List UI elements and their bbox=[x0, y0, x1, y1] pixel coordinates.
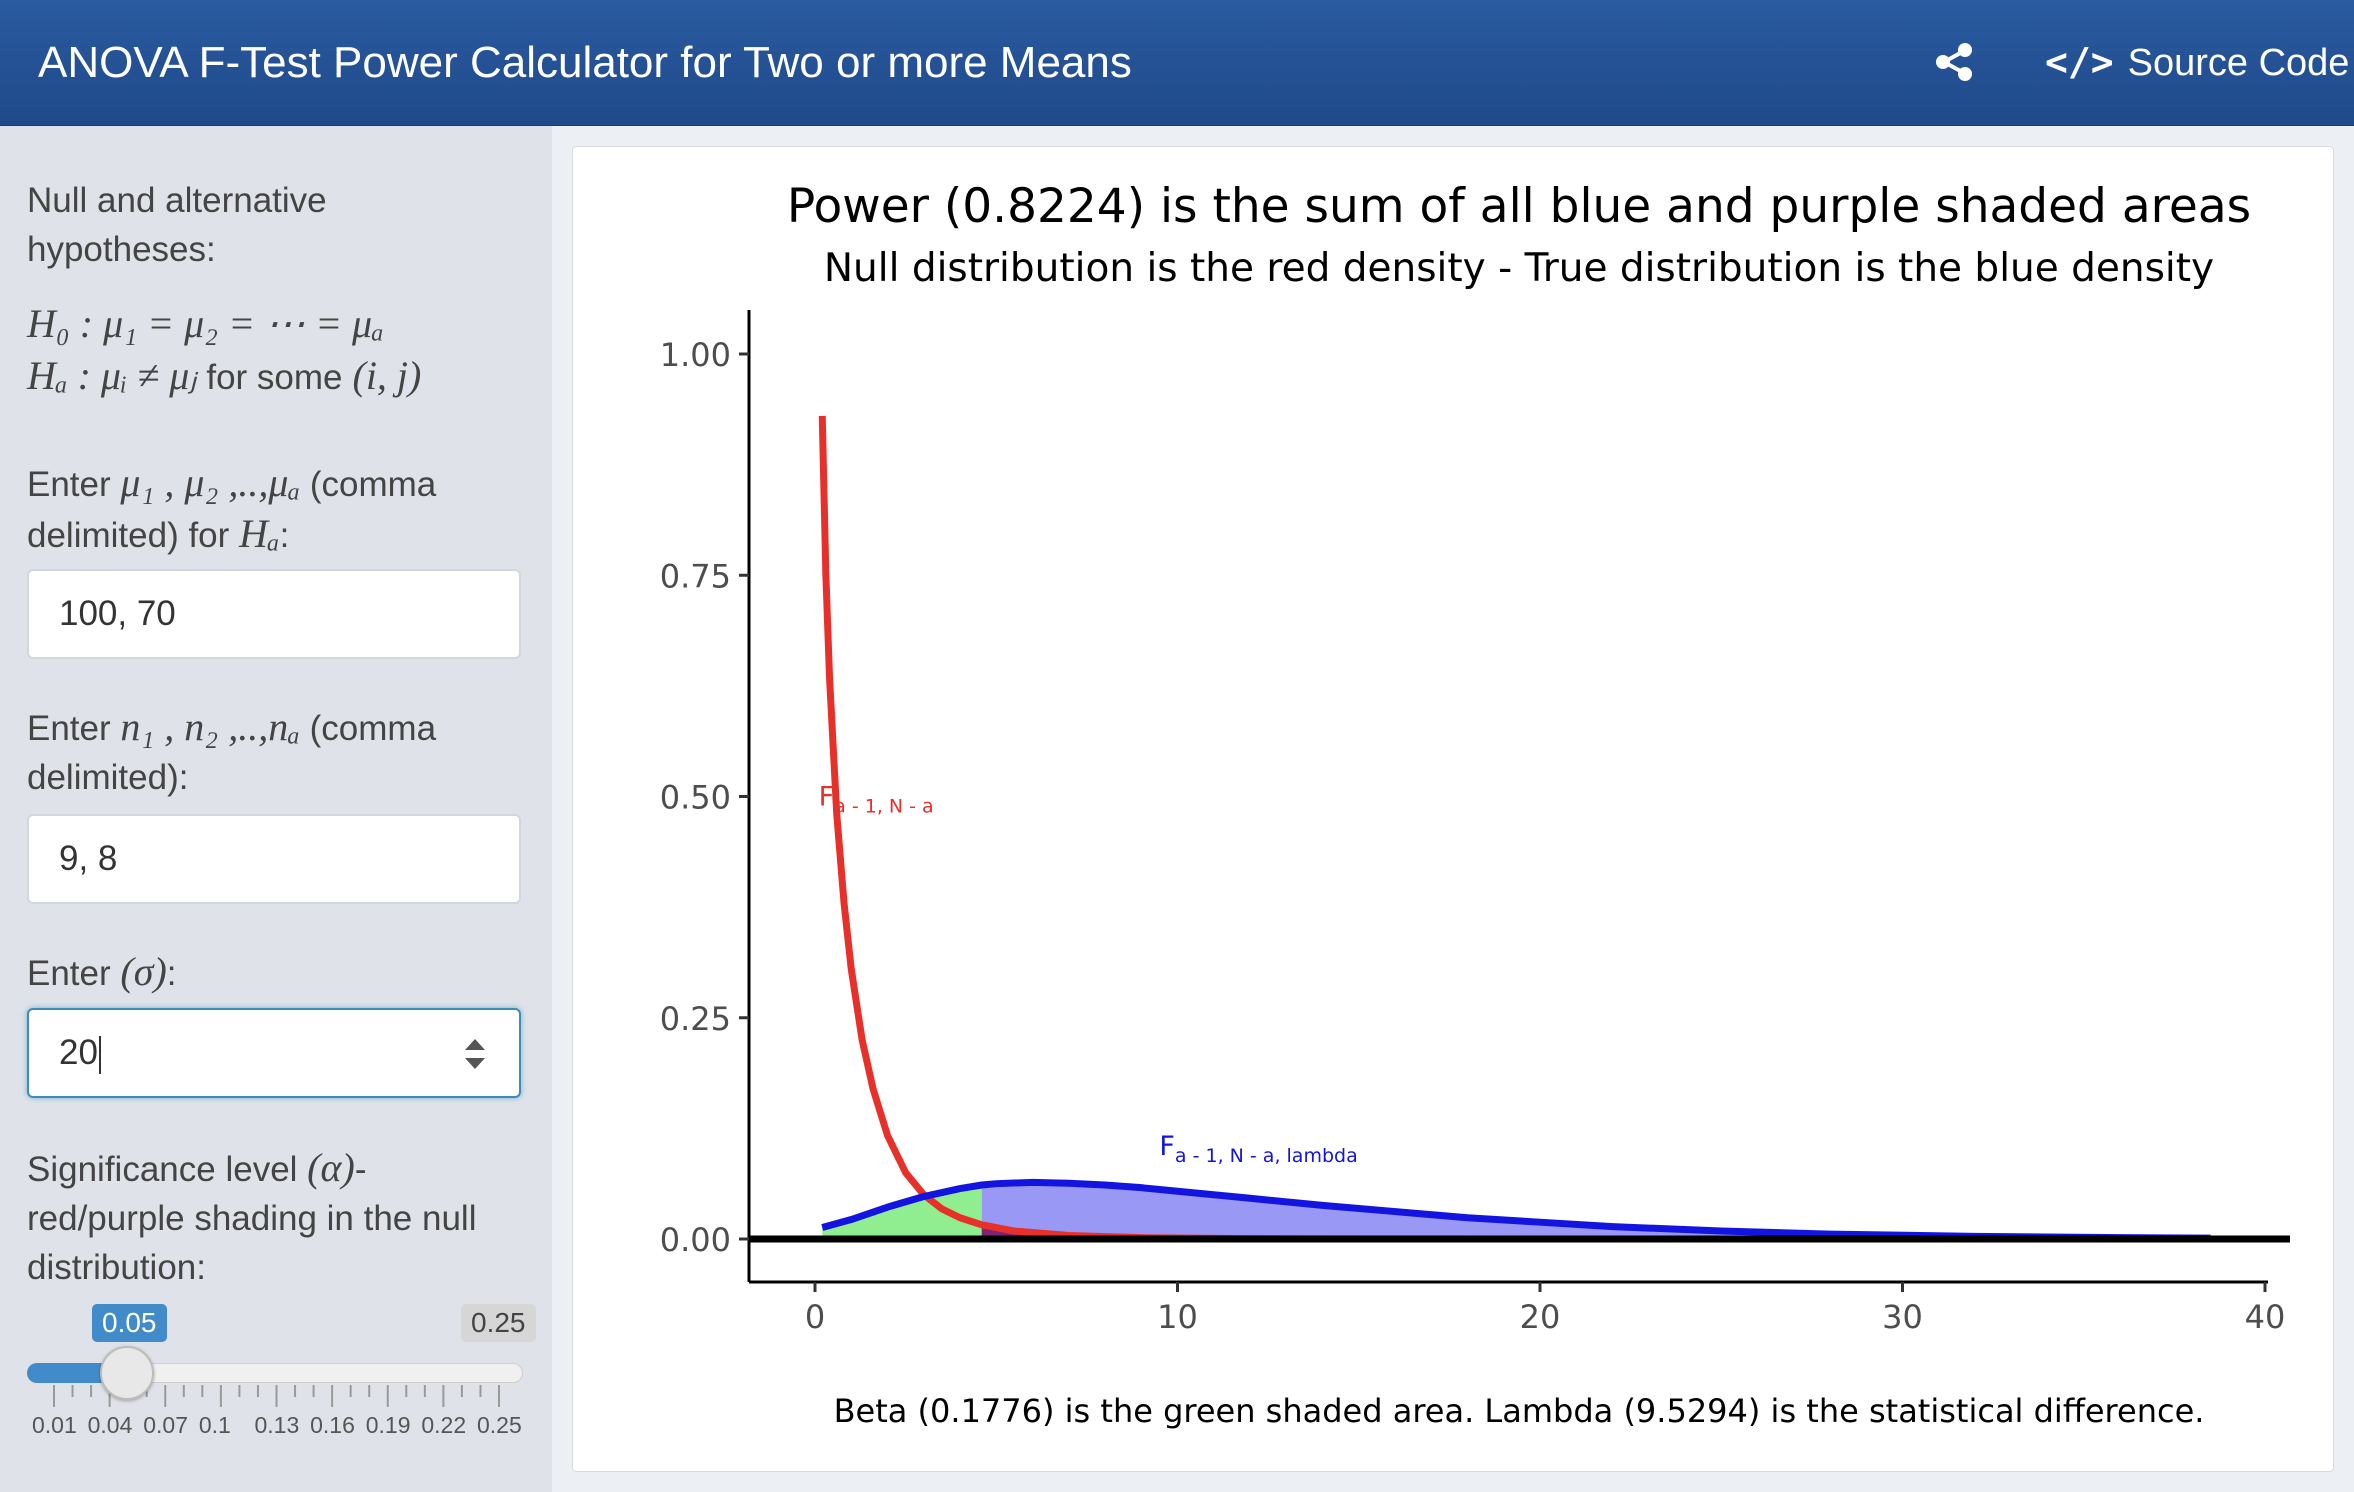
top-navbar: ANOVA F-Test Power Calculator for Two or… bbox=[0, 0, 2354, 126]
source-code-label: Source Code bbox=[2127, 42, 2350, 84]
ns-label-post: (comma delimited): bbox=[27, 709, 437, 797]
y-tick-label: 1.00 bbox=[660, 336, 731, 374]
alpha-slider-handle[interactable] bbox=[100, 1346, 154, 1400]
sigma-value: 20 bbox=[59, 1033, 98, 1072]
slider-tick-label: 0.13 bbox=[254, 1412, 300, 1438]
ha-pair: (i, j) bbox=[352, 353, 422, 398]
true-density-curve bbox=[821, 1178, 2211, 1242]
alpha-label-pre: Significance level bbox=[27, 1150, 298, 1189]
alternative-hypothesis: Hₐ : μᵢ ≠ μⱼ for some (i, j) bbox=[27, 352, 421, 399]
x-tick-label: 10 bbox=[1157, 1298, 1198, 1336]
sigma-symbol: (σ) bbox=[120, 949, 167, 994]
slider-tick-label: 0.1 bbox=[198, 1412, 231, 1438]
slider-tick-label: 0.01 bbox=[32, 1412, 77, 1438]
alpha-label-post: - red/purple shading in the null distrib… bbox=[27, 1150, 477, 1287]
ha-math: Hₐ : μᵢ ≠ μⱼ bbox=[27, 353, 197, 398]
alpha-label: Significance level (α)- red/purple shadi… bbox=[27, 1143, 517, 1292]
means-label-post: (comma delimited) for bbox=[27, 465, 437, 555]
x-tick-label: 20 bbox=[1520, 1298, 1561, 1336]
means-label-ha: Hₐ bbox=[239, 511, 280, 556]
curve-label-main: F bbox=[1159, 1131, 1175, 1162]
slider-tick-label: 0.04 bbox=[87, 1412, 133, 1438]
sigma-label-post: : bbox=[166, 954, 177, 993]
number-spinner-icon[interactable] bbox=[461, 1036, 489, 1072]
sidebar bbox=[0, 126, 552, 1492]
y-tick-label: 0.25 bbox=[660, 1000, 731, 1038]
ns-value: 9, 8 bbox=[59, 839, 118, 878]
sigma-label-pre: Enter bbox=[27, 954, 111, 993]
x-tick-label: 0 bbox=[805, 1298, 825, 1336]
means-value: 100, 70 bbox=[59, 594, 176, 633]
sample-sizes-label: Enter n₁ , n₂ ,..,nₐ (comma delimited): bbox=[27, 702, 517, 802]
chart-caption: Beta (0.1776) is the green shaded area. … bbox=[834, 1392, 2205, 1430]
slider-tick-label: 0.19 bbox=[365, 1412, 411, 1438]
sample-sizes-input[interactable]: 9, 8 bbox=[27, 814, 521, 904]
slider-tick-label: 0.22 bbox=[421, 1412, 467, 1438]
curve-label-sub: a - 1, N - a, lambda bbox=[1175, 1145, 1358, 1167]
slider-value-badge: 0.05 bbox=[92, 1304, 167, 1342]
slider-tick-label: 0.25 bbox=[477, 1412, 522, 1438]
text-caret bbox=[98, 1035, 101, 1074]
null-hypothesis: H₀ : μ₁ = μ₂ = ⋯ = μₐ bbox=[27, 301, 384, 346]
ns-label-pre: Enter bbox=[27, 709, 111, 748]
curve-label: Fa - 1, N - a bbox=[819, 781, 934, 817]
power-area bbox=[981, 1182, 2211, 1239]
means-input[interactable]: 100, 70 bbox=[27, 569, 521, 659]
chart-subtitle: Null distribution is the red density - T… bbox=[824, 246, 2214, 291]
sigma-label: Enter (σ): bbox=[27, 947, 517, 998]
slider-tick-label: 0.07 bbox=[143, 1412, 189, 1438]
app-title: ANOVA F-Test Power Calculator for Two or… bbox=[38, 38, 1132, 87]
null-density-curve bbox=[818, 415, 1541, 1243]
means-label: Enter μ₁ , μ₂ ,..,μₐ (comma delimited) f… bbox=[27, 460, 437, 556]
beta-area bbox=[822, 1185, 982, 1239]
ns-symbols: n₁ , n₂ ,..,nₐ bbox=[120, 704, 300, 749]
alpha-symbol: (α) bbox=[307, 1145, 355, 1190]
hypotheses-label: Null and alternative hypotheses: bbox=[27, 181, 327, 269]
curve-label-main: F bbox=[819, 781, 835, 812]
source-code-button[interactable]: </> Source Code bbox=[2045, 0, 2349, 125]
y-tick-label: 0.50 bbox=[660, 779, 731, 817]
curve-label: Fa - 1, N - a, lambda bbox=[1159, 1131, 1357, 1167]
x-tick-label: 30 bbox=[1882, 1298, 1923, 1336]
y-tick-label: 0.75 bbox=[660, 557, 731, 595]
x-tick-label: 40 bbox=[2245, 1298, 2286, 1336]
slider-tick-label: 0.16 bbox=[310, 1412, 355, 1438]
y-tick-label: 0.00 bbox=[660, 1221, 731, 1259]
share-icon[interactable] bbox=[1932, 40, 1976, 84]
code-icon: </> bbox=[2045, 40, 2114, 84]
chart-title: Power (0.8224) is the sum of all blue an… bbox=[787, 179, 2251, 234]
slider-max-badge: 0.25 bbox=[461, 1304, 536, 1342]
ha-text: for some bbox=[206, 358, 343, 397]
plot-panel bbox=[572, 146, 2334, 1472]
means-symbols: μ₁ , μ₂ ,..,μₐ bbox=[120, 460, 301, 505]
means-label-pre: Enter bbox=[27, 465, 111, 504]
curve-label-sub: a - 1, N - a bbox=[834, 795, 934, 817]
sigma-input[interactable]: 20 bbox=[27, 1008, 521, 1098]
